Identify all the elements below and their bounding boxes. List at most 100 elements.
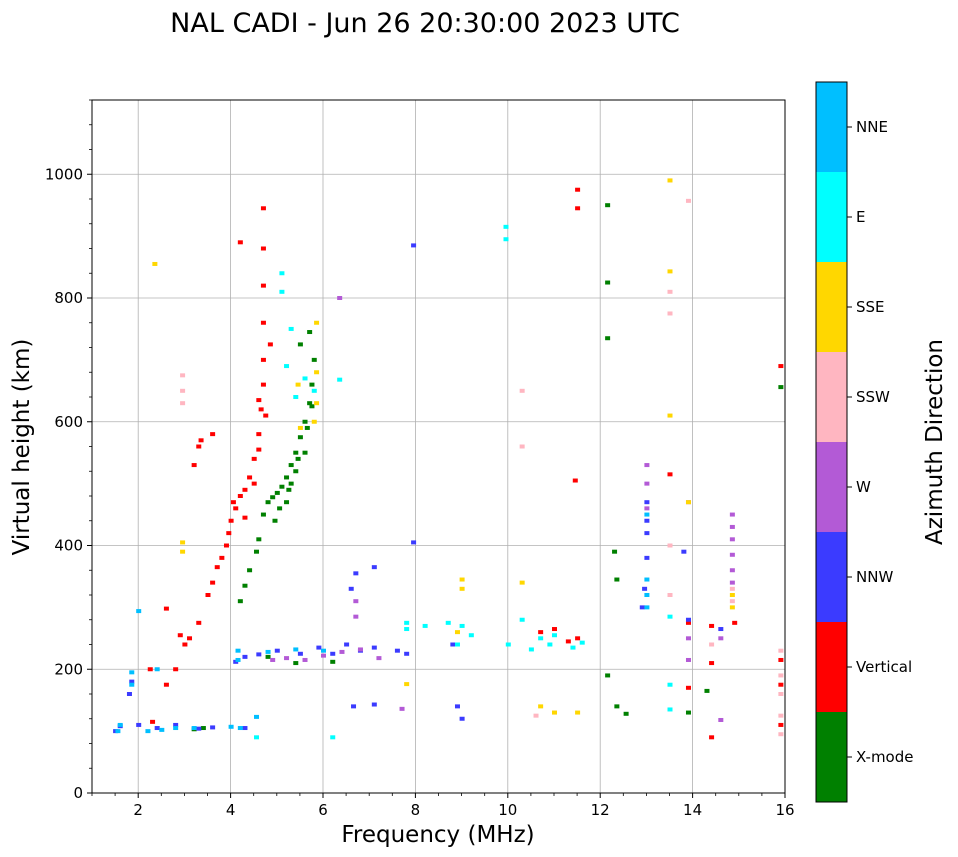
- colorbar-tick-label: W: [856, 478, 871, 496]
- data-point: [279, 484, 285, 489]
- colorbar-segment: [816, 532, 847, 622]
- data-point: [353, 599, 359, 604]
- data-point: [198, 438, 204, 443]
- data-point: [667, 707, 673, 712]
- data-point: [230, 500, 236, 505]
- data-point: [667, 311, 673, 316]
- x-tick-label: 12: [591, 801, 610, 819]
- data-point: [145, 729, 151, 734]
- data-point: [685, 500, 691, 505]
- data-point: [575, 636, 581, 641]
- data-point: [422, 623, 428, 628]
- data-point: [293, 647, 299, 652]
- data-point: [274, 648, 280, 653]
- data-point: [242, 515, 248, 520]
- data-point: [642, 586, 648, 591]
- data-point: [644, 506, 650, 511]
- x-tick-label: 16: [775, 801, 794, 819]
- data-point: [235, 648, 241, 653]
- data-point: [351, 704, 357, 709]
- data-point: [778, 722, 784, 727]
- data-point: [180, 373, 186, 378]
- data-point: [265, 654, 271, 659]
- plot-frame: [91, 99, 786, 794]
- data-point: [330, 651, 336, 656]
- data-point: [570, 645, 576, 650]
- data-points: [113, 178, 784, 740]
- data-point: [729, 568, 735, 573]
- y-tick-label: 800: [54, 289, 83, 307]
- data-point: [552, 633, 557, 638]
- data-point: [295, 382, 301, 387]
- data-point: [242, 726, 248, 731]
- data-point: [644, 531, 650, 536]
- data-point: [565, 639, 571, 644]
- data-point: [399, 706, 405, 711]
- data-point: [173, 667, 179, 672]
- x-tick-label: 2: [133, 801, 143, 819]
- data-point: [297, 651, 303, 656]
- data-point: [314, 370, 320, 375]
- data-point: [411, 540, 417, 545]
- data-point: [191, 463, 197, 468]
- data-point: [353, 614, 359, 619]
- data-point: [404, 620, 410, 625]
- data-point: [371, 565, 377, 570]
- data-point: [503, 237, 509, 242]
- data-point: [265, 649, 271, 654]
- data-point: [718, 627, 724, 632]
- data-point: [254, 735, 260, 740]
- data-point: [256, 537, 262, 542]
- colorbar-tick-label: E: [856, 208, 865, 226]
- data-point: [314, 320, 320, 325]
- data-point: [732, 620, 738, 625]
- data-point: [223, 543, 229, 548]
- data-point: [237, 240, 243, 245]
- data-point: [228, 518, 234, 523]
- data-point: [450, 642, 456, 647]
- x-tick-label: 10: [498, 801, 517, 819]
- data-point: [357, 647, 363, 652]
- data-point: [459, 623, 465, 628]
- data-point: [667, 289, 673, 294]
- data-point: [260, 512, 266, 517]
- x-tick-label: 6: [318, 801, 328, 819]
- data-point: [685, 636, 691, 641]
- data-point: [205, 593, 211, 597]
- data-point: [286, 487, 292, 492]
- data-point: [614, 704, 620, 709]
- data-point: [459, 586, 465, 591]
- data-point: [180, 540, 186, 545]
- data-point: [330, 659, 336, 664]
- data-point: [297, 425, 303, 430]
- data-point: [547, 642, 553, 647]
- data-point: [242, 487, 248, 492]
- data-point: [371, 645, 377, 650]
- data-point: [147, 667, 153, 672]
- data-point: [272, 518, 278, 523]
- x-tick-label: 14: [683, 801, 702, 819]
- data-point: [778, 648, 784, 653]
- data-point: [667, 593, 673, 597]
- data-point: [256, 447, 262, 452]
- data-point: [685, 657, 691, 662]
- colorbar-segment: [816, 622, 847, 712]
- data-point: [321, 648, 326, 653]
- data-point: [704, 688, 710, 693]
- colorbar-tick-label: X-mode: [856, 748, 913, 766]
- data-point: [233, 506, 239, 511]
- data-point: [265, 500, 271, 505]
- data-point: [321, 653, 326, 658]
- data-point: [260, 283, 266, 288]
- data-point: [709, 623, 715, 628]
- data-point: [136, 609, 142, 614]
- data-point: [314, 401, 320, 406]
- data-point: [247, 475, 253, 480]
- data-point: [235, 657, 241, 662]
- data-point: [277, 506, 283, 511]
- data-point: [503, 224, 509, 229]
- data-point: [718, 636, 724, 641]
- data-point: [180, 549, 186, 554]
- data-point: [330, 735, 336, 740]
